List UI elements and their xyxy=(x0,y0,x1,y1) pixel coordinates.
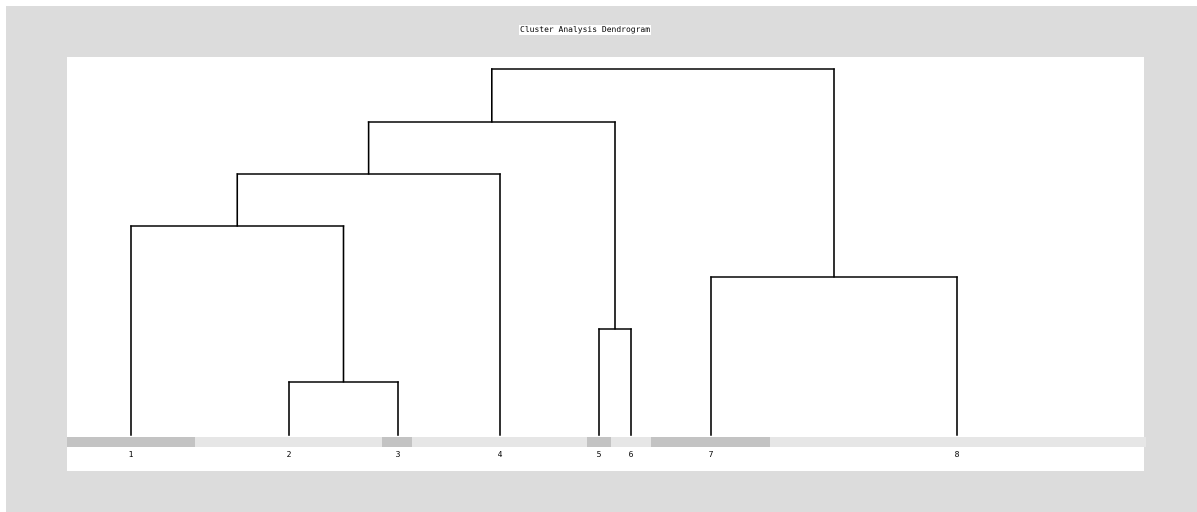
leaf-label-5: 5 xyxy=(597,450,602,459)
leaf-band-2 xyxy=(382,437,412,447)
leaf-band-6 xyxy=(651,437,770,447)
leaf-label-4: 4 xyxy=(498,450,503,459)
leaf-label-8: 8 xyxy=(955,450,960,459)
leaf-label-7: 7 xyxy=(709,450,714,459)
leaf-band-1 xyxy=(195,437,382,447)
leaf-band-4 xyxy=(587,437,611,447)
leaf-label-3: 3 xyxy=(396,450,401,459)
chart-title: Cluster Analysis Dendrogram xyxy=(519,25,652,35)
leaf-band-7 xyxy=(770,437,1146,447)
leaf-label-2: 2 xyxy=(287,450,292,459)
leaf-band-0 xyxy=(67,437,195,447)
leaf-label-6: 6 xyxy=(629,450,634,459)
leaf-band-3 xyxy=(412,437,587,447)
leaf-label-1: 1 xyxy=(129,450,134,459)
plot-area xyxy=(67,57,1144,471)
leaf-band-5 xyxy=(611,437,651,447)
